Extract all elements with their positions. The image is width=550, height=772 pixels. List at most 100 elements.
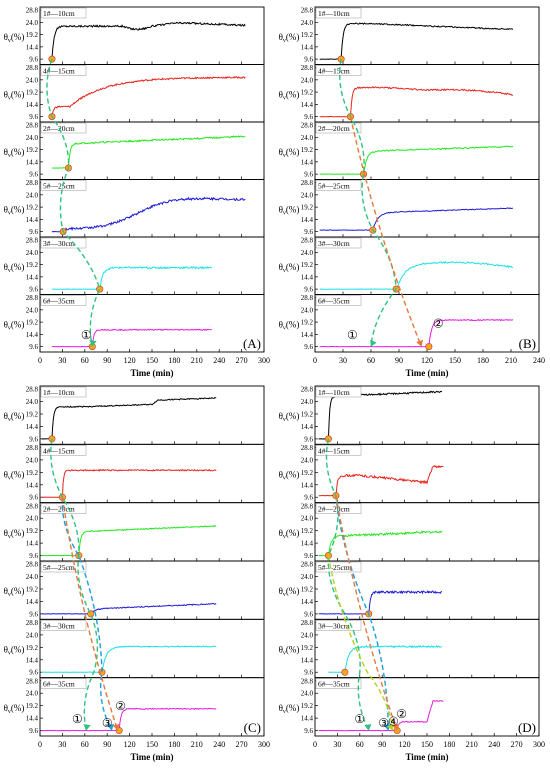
series-label-box [315, 65, 362, 76]
x-tick-label: 240 [213, 740, 225, 749]
y-tick-label: 14.4 [26, 656, 39, 664]
y-tick-label: 9.6 [304, 56, 313, 64]
y-label-sub: v [283, 38, 286, 44]
x-tick-label: 30 [339, 356, 347, 365]
panel-label: (A) [243, 336, 261, 351]
y-label-main: θ [279, 147, 283, 157]
y-axis-label: θv(%) [279, 411, 300, 423]
y-tick-label: 9.6 [304, 727, 313, 735]
y-label-main: θ [279, 528, 283, 538]
y-tick-label: 28.8 [301, 122, 314, 130]
y-tick-label: 19.2 [301, 527, 314, 535]
series-line [41, 645, 217, 673]
y-tick-label: 14.4 [26, 101, 39, 109]
y-tick-label: 19.2 [26, 702, 39, 710]
series-label: 3#—30cm [318, 621, 350, 630]
y-label-main: θ [279, 470, 283, 480]
y-tick-label: 19.2 [26, 146, 39, 154]
x-tick-label: 150 [449, 356, 461, 365]
y-tick-label: 19.2 [26, 644, 39, 652]
x-tick-label: 60 [81, 740, 89, 749]
arrow-head [386, 723, 394, 731]
series-label-box [40, 295, 87, 306]
y-tick-label: 24.0 [26, 249, 39, 257]
series-line [51, 21, 246, 60]
y-tick-label: 24.0 [301, 631, 314, 639]
series-label: 1#—10cm [43, 9, 75, 18]
y-label-unit: (%) [11, 147, 25, 157]
series-label-box [315, 295, 362, 306]
y-tick-label: 28.8 [26, 64, 39, 72]
series-label: 2#—20cm [318, 124, 350, 133]
x-tick-label: 150 [146, 356, 158, 365]
y-axis-label: θv(%) [279, 89, 300, 101]
x-tick-label: 120 [124, 740, 136, 749]
series-label-box [315, 122, 362, 134]
y-tick-label: 14.4 [26, 598, 39, 606]
y-label-unit: (%) [11, 470, 25, 480]
y-label-unit: (%) [11, 204, 25, 214]
y-tick-label: 14.4 [26, 715, 39, 723]
y-tick-label: 19.2 [301, 89, 314, 97]
arrow-head [89, 340, 97, 347]
y-label-main: θ [279, 262, 283, 272]
circled-number: ① [347, 328, 358, 342]
y-axis-label: θv(%) [279, 147, 300, 159]
wetting-front-arrow [339, 59, 397, 347]
y-axis-label: θv(%) [279, 645, 300, 657]
series-label: 1#—10cm [318, 388, 350, 397]
circled-number: ② [396, 707, 407, 721]
y-tick-label: 19.2 [26, 586, 39, 594]
y-label-main: θ [4, 645, 8, 655]
y-tick-label: 24.0 [301, 573, 314, 581]
y-label-main: θ [4, 528, 8, 538]
arrow-head [83, 724, 91, 731]
x-tick-label: 240 [213, 356, 225, 365]
y-label-sub: v [8, 476, 11, 482]
wetting-front-arrow [327, 555, 394, 731]
y-tick-label: 9.6 [304, 113, 313, 121]
wetting-front-arrow [61, 497, 119, 731]
y-tick-label: 19.2 [301, 261, 314, 269]
series-label-box [315, 386, 362, 398]
y-label-sub: v [283, 534, 286, 540]
y-tick-label: 28.8 [26, 619, 39, 627]
y-tick-label: 24.0 [26, 456, 39, 464]
y-axis-label: θv(%) [4, 586, 25, 598]
y-tick-label: 9.6 [304, 171, 313, 179]
x-tick-label: 180 [168, 740, 180, 749]
y-label-main: θ [4, 147, 8, 157]
y-tick-label: 28.8 [301, 386, 314, 394]
y-tick-label: 19.2 [26, 527, 39, 535]
x-tick-label: 210 [191, 740, 203, 749]
y-label-sub: v [283, 417, 286, 423]
y-axis-label: θv(%) [4, 411, 25, 423]
y-tick-label: 19.2 [301, 31, 314, 39]
circled-number: ③ [102, 716, 113, 730]
series-label: 5#—25cm [318, 563, 350, 572]
y-label-sub: v [283, 210, 286, 216]
y-label-sub: v [8, 268, 11, 274]
series-label-box [40, 65, 87, 76]
series-label: 6#—35cm [43, 680, 75, 689]
y-label-sub: v [8, 153, 11, 159]
series-label-box [315, 620, 362, 631]
y-tick-label: 9.6 [29, 552, 38, 560]
y-label-unit: (%) [286, 319, 300, 329]
series-label-box [40, 237, 87, 249]
y-tick-label: 24.0 [301, 306, 314, 314]
y-label-sub: v [283, 325, 286, 331]
y-tick-label: 19.2 [301, 204, 314, 212]
y-axis-label: θv(%) [4, 262, 25, 274]
y-tick-label: 24.0 [301, 19, 314, 27]
series-label-box [40, 122, 87, 134]
y-label-main: θ [4, 204, 8, 214]
y-tick-label: 19.2 [301, 702, 314, 710]
y-axis-label: θv(%) [279, 262, 300, 274]
x-tick-label: 210 [505, 356, 517, 365]
x-tick-label: 120 [421, 356, 433, 365]
y-tick-label: 28.8 [26, 7, 39, 15]
x-tick-label: 90 [103, 740, 111, 749]
y-tick-label: 14.4 [301, 656, 314, 664]
